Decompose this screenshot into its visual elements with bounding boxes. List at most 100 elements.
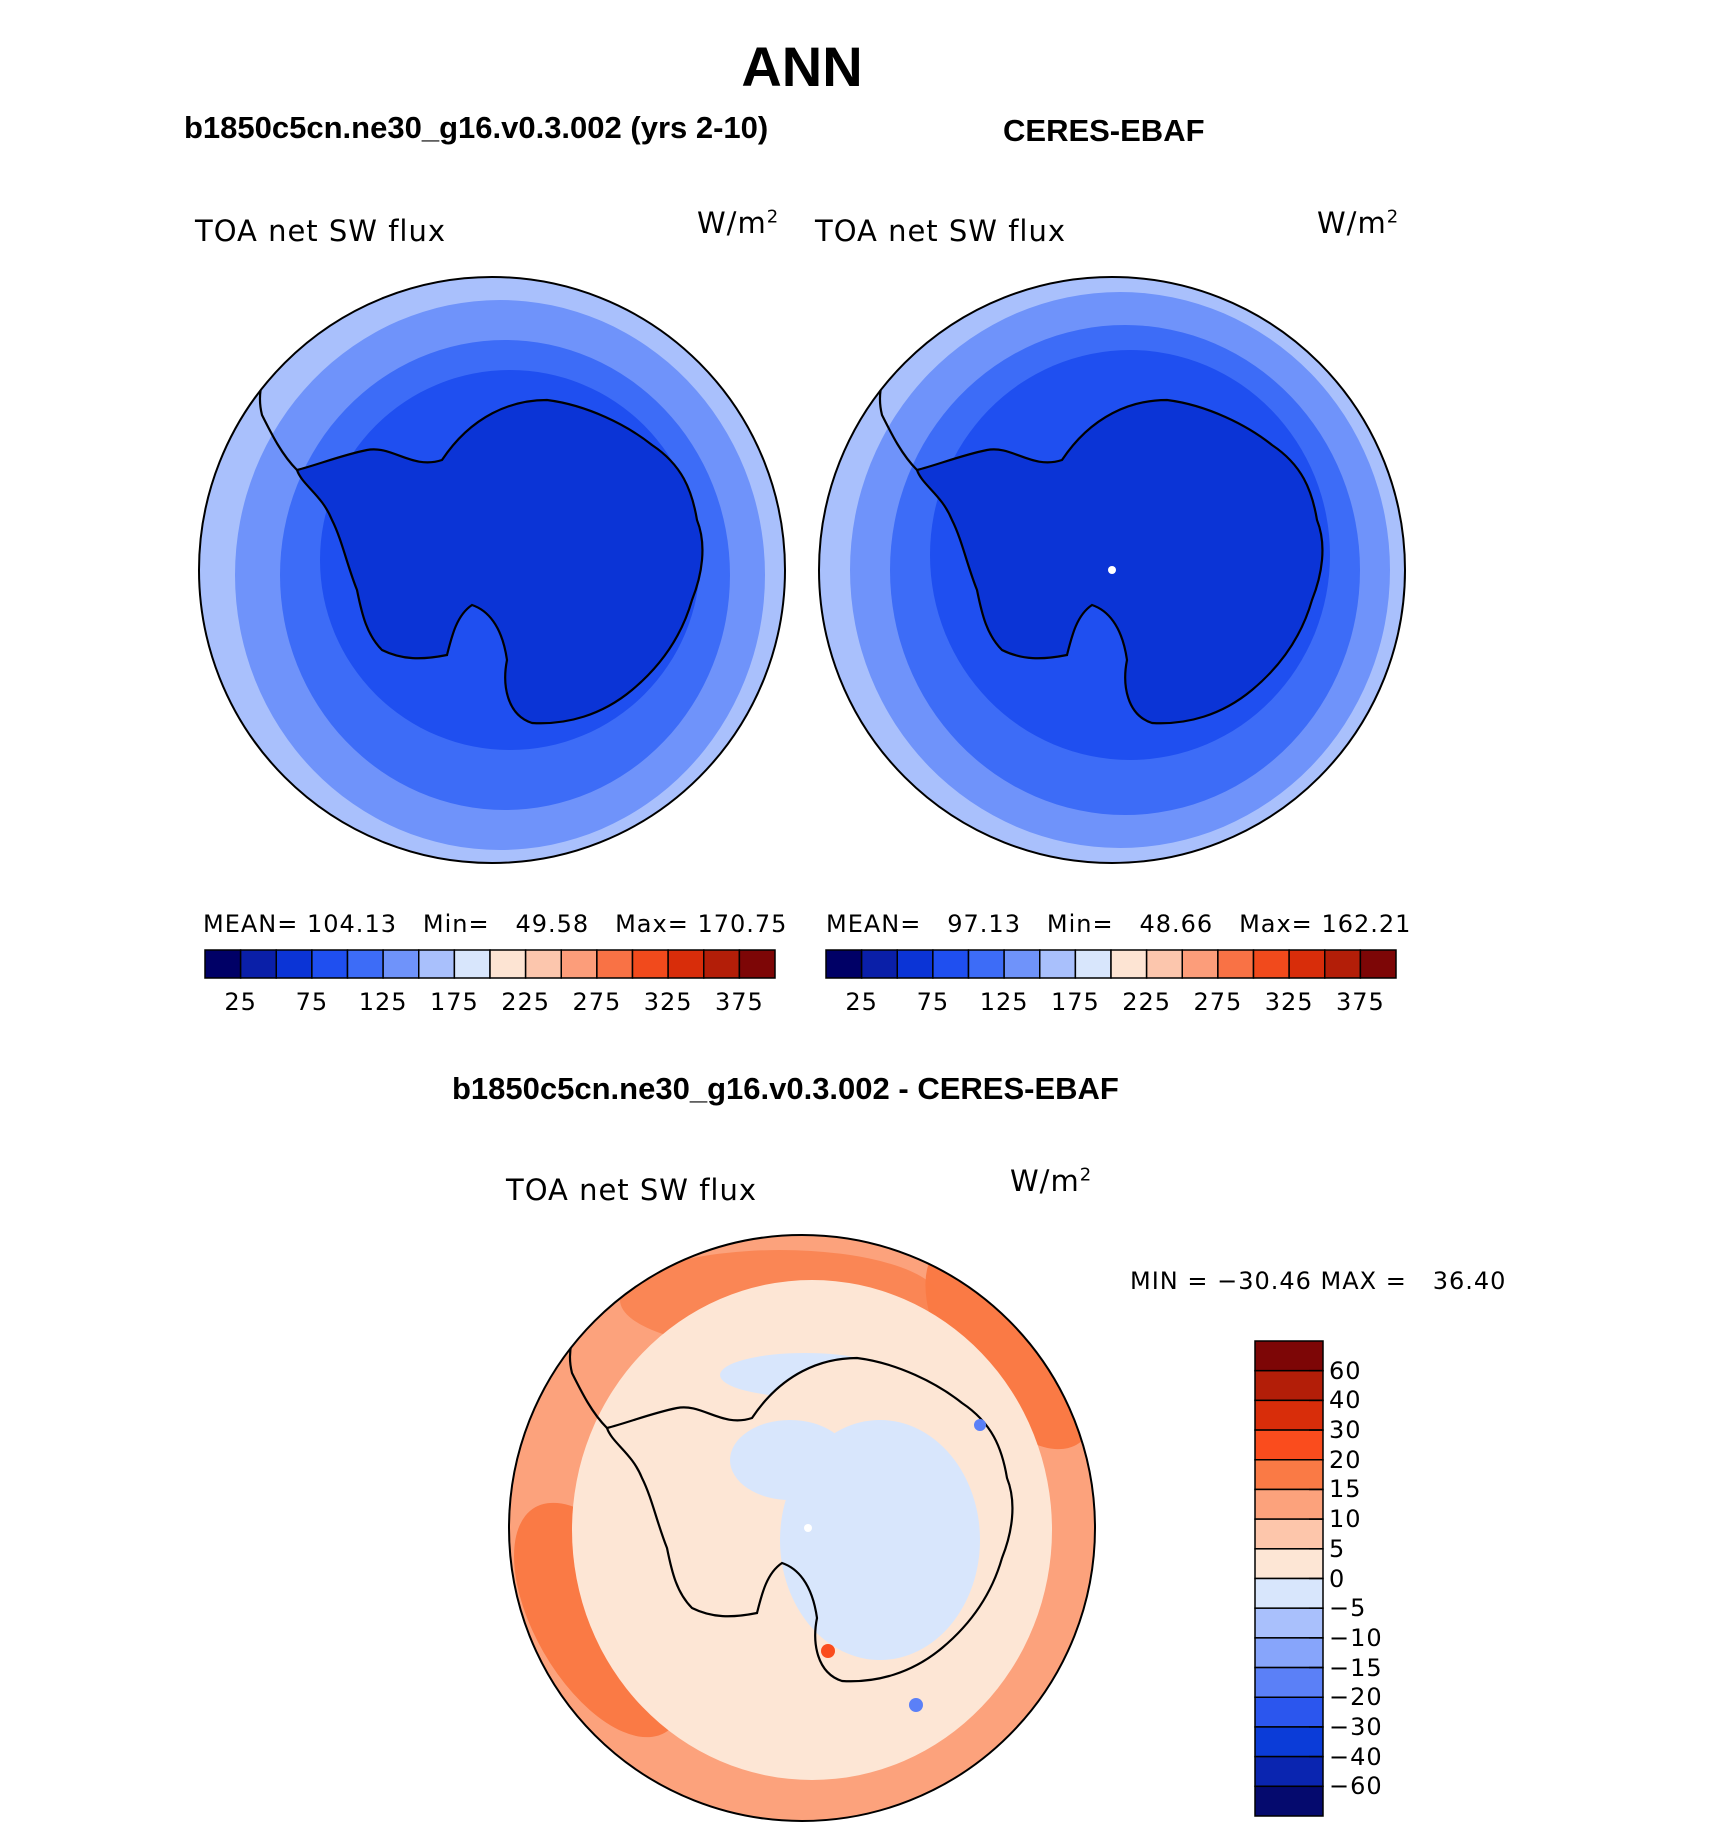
colorbar-tick-label: 325 — [643, 988, 693, 1016]
colorbar-box — [453, 949, 491, 979]
diff-variable-label: TOA net SW flux — [506, 1173, 758, 1207]
diff-red-spot — [821, 1644, 835, 1658]
colorbar-box — [1217, 949, 1255, 979]
panel1-map-border — [198, 276, 786, 864]
colorbar-box — [860, 949, 898, 979]
colorbar-tick-label: −15 — [1329, 1653, 1383, 1682]
colorbar-tick-label: 175 — [429, 988, 479, 1016]
colorbar-box — [311, 949, 349, 979]
colorbar-tick-label: 60 — [1329, 1356, 1362, 1385]
colorbar-box — [524, 949, 562, 979]
colorbar-tick-label: 30 — [1329, 1416, 1362, 1445]
diff-pole-point — [804, 1524, 812, 1532]
colorbar-box — [1288, 949, 1326, 979]
colorbar-box — [1254, 1340, 1324, 1372]
diff-map-border — [508, 1234, 1096, 1822]
colorbar-box — [1254, 1696, 1324, 1728]
colorbar-box — [1254, 1607, 1324, 1639]
diff-cool-interior-2 — [730, 1420, 850, 1500]
panel2-map — [819, 277, 1405, 863]
colorbar-box — [489, 949, 527, 979]
panel2-colorbar — [825, 949, 1397, 979]
diff-blue-spot — [909, 1698, 923, 1712]
main-title: ANN — [741, 35, 863, 98]
colorbar-box — [1254, 1666, 1324, 1698]
diff-warm-band-ne — [925, 1240, 1095, 1450]
panel1-variable-label: TOA net SW flux — [195, 214, 447, 248]
diff-minmax: MIN = −30.46 MAX = 36.40 — [1130, 1267, 1507, 1295]
panel2-subtitle: CERES-EBAF — [1003, 113, 1205, 148]
colorbar-tick-label: 15 — [1329, 1475, 1362, 1504]
colorbar-box — [239, 949, 277, 979]
colorbar-box — [703, 949, 741, 979]
colorbar-tick-label: −60 — [1329, 1772, 1383, 1801]
colorbar-tick-label: 0 — [1329, 1564, 1346, 1593]
colorbar-box — [1254, 1637, 1324, 1669]
panel1-subtitle: b1850c5cn.ne30_g16.v0.3.002 (yrs 2-10) — [184, 110, 769, 145]
colorbar-box — [346, 949, 384, 979]
colorbar-tick-label: 225 — [1122, 988, 1172, 1016]
colorbar-box — [1074, 949, 1112, 979]
panel1-stats: MEAN= 104.13 Min= 49.58 Max= 170.75 — [203, 910, 788, 938]
panel2-variable-label: TOA net SW flux — [815, 214, 1067, 248]
colorbar-box — [1254, 1399, 1324, 1431]
colorbar-tick-label: 325 — [1264, 988, 1314, 1016]
colorbar-tick-label: −20 — [1329, 1683, 1383, 1712]
panel1-units: W/m2 — [697, 206, 780, 240]
colorbar-box — [1254, 1785, 1324, 1817]
colorbar-tick-label: 5 — [1329, 1534, 1346, 1563]
panel2-map-border — [818, 276, 1406, 864]
diff-subtitle: b1850c5cn.ne30_g16.v0.3.002 - CERES-EBAF — [452, 1071, 1119, 1106]
colorbar-box — [1110, 949, 1148, 979]
panel1-map — [199, 277, 785, 863]
colorbar-tick-label: −40 — [1329, 1742, 1383, 1771]
colorbar-box — [1039, 949, 1077, 979]
colorbar-tick-label: −10 — [1329, 1623, 1383, 1652]
colorbar-tick-label: 75 — [916, 988, 950, 1016]
colorbar-tick-label: 125 — [358, 988, 408, 1016]
colorbar-box — [631, 949, 669, 979]
colorbar-box — [1003, 949, 1041, 979]
colorbar-box — [1254, 1488, 1324, 1520]
colorbar-tick-label: 25 — [224, 988, 257, 1016]
diff-units: W/m2 — [1010, 1164, 1093, 1198]
colorbar-box — [560, 949, 598, 979]
colorbar-box — [1252, 949, 1290, 979]
diff-blue-spot-2 — [974, 1419, 986, 1431]
colorbar-box — [1254, 1518, 1324, 1550]
colorbar-box — [1254, 1459, 1324, 1491]
colorbar-box — [418, 949, 456, 979]
colorbar-tick-label: 175 — [1050, 988, 1100, 1016]
colorbar-box — [1181, 949, 1219, 979]
diff-colorbar — [1254, 1340, 1324, 1817]
colorbar-tick-label: 75 — [295, 988, 329, 1016]
panel2-pole-point — [1108, 566, 1116, 574]
colorbar-tick-label: 275 — [572, 988, 622, 1016]
colorbar-box — [738, 949, 776, 979]
colorbar-tick-label: 275 — [1193, 988, 1243, 1016]
colorbar-box — [1359, 949, 1397, 979]
diff-map — [509, 1235, 1095, 1821]
colorbar-box — [1324, 949, 1362, 979]
colorbar-box — [1145, 949, 1183, 979]
colorbar-tick-label: 40 — [1329, 1386, 1362, 1415]
colorbar-box — [382, 949, 420, 979]
colorbar-box — [825, 949, 863, 979]
colorbar-box — [1254, 1755, 1324, 1788]
panel1-colorbar — [204, 949, 776, 979]
colorbar-tick-label: 375 — [1335, 988, 1385, 1016]
colorbar-box — [1254, 1577, 1324, 1609]
colorbar-box — [275, 949, 313, 979]
panel2-stats: MEAN= 97.13 Min= 48.66 Max= 162.21 — [826, 910, 1412, 938]
colorbar-tick-label: 10 — [1329, 1505, 1362, 1534]
colorbar-box — [932, 949, 970, 979]
colorbar-tick-label: 225 — [501, 988, 551, 1016]
colorbar-box — [1254, 1726, 1324, 1758]
colorbar-tick-label: 375 — [714, 988, 764, 1016]
colorbar-tick-label: 125 — [979, 988, 1029, 1016]
colorbar-tick-label: −5 — [1329, 1594, 1367, 1623]
colorbar-tick-label: 20 — [1329, 1445, 1362, 1474]
panel2-units: W/m2 — [1317, 206, 1400, 240]
colorbar-tick-label: −30 — [1329, 1712, 1383, 1741]
